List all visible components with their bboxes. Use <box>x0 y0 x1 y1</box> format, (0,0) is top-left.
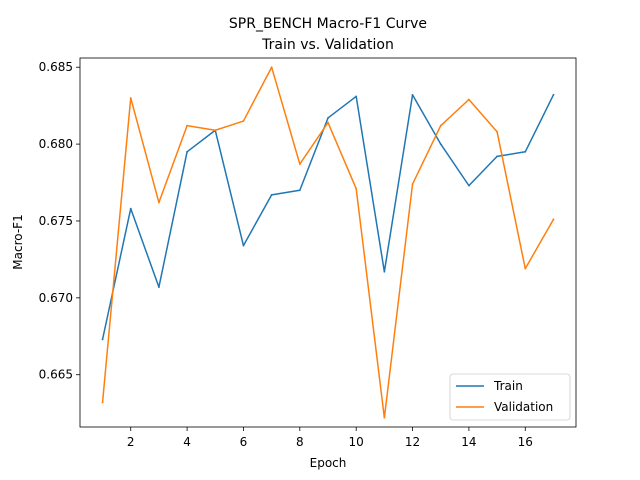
data-point-validation <box>439 124 442 127</box>
data-point-train <box>270 193 273 196</box>
x-axis-label: Epoch <box>310 456 347 470</box>
data-point-train <box>411 94 414 96</box>
x-tick-label: 16 <box>518 435 533 449</box>
data-point-validation <box>129 97 132 99</box>
data-point-validation <box>327 121 329 124</box>
y-tick-label: 0.670 <box>39 291 73 305</box>
data-point-train <box>496 155 498 158</box>
x-tick-label: 2 <box>127 435 135 449</box>
data-point-train <box>552 94 555 96</box>
data-point-train <box>298 189 301 192</box>
x-axis-ticks: 2 4 6 8 10 12 14 16 <box>127 427 533 449</box>
x-tick-label: 8 <box>296 435 304 449</box>
data-point-train <box>524 150 527 153</box>
data-point-validation <box>383 416 386 419</box>
data-point-train <box>468 184 470 187</box>
data-point-validation <box>355 187 358 190</box>
chart-title: SPR_BENCH Macro-F1 Curve <box>229 16 427 32</box>
data-point-validation <box>468 98 470 101</box>
data-point-train <box>101 338 104 341</box>
data-point-train <box>242 244 245 247</box>
y-tick-label: 0.665 <box>39 368 73 382</box>
data-point-validation <box>298 163 301 165</box>
legend-validation-label: Validation <box>494 400 553 414</box>
data-point-validation <box>270 66 273 69</box>
y-tick-label: 0.675 <box>39 214 73 228</box>
data-point-validation <box>101 401 104 404</box>
y-axis-label: Macro-F1 <box>11 214 25 269</box>
series-layer <box>101 66 555 419</box>
x-tick-label: 10 <box>349 435 364 449</box>
y-axis-ticks: 0.665 0.670 0.675 0.680 0.685 <box>39 60 80 382</box>
x-tick-label: 6 <box>240 435 248 449</box>
data-point-train <box>383 270 386 273</box>
data-point-train <box>158 286 160 288</box>
x-tick-label: 4 <box>183 435 191 449</box>
legend-train-label: Train <box>493 379 523 393</box>
data-point-train <box>327 117 329 119</box>
chart-subtitle: Train vs. Validation <box>261 37 394 53</box>
data-point-validation <box>214 129 217 132</box>
data-point-validation <box>158 201 160 204</box>
x-tick-label: 14 <box>461 435 476 449</box>
y-tick-label: 0.685 <box>39 60 73 74</box>
data-point-validation <box>496 130 498 133</box>
legend: Train Validation <box>449 373 571 421</box>
y-tick-label: 0.680 <box>39 137 73 151</box>
data-point-train <box>355 95 358 98</box>
plot-frame <box>79 57 577 428</box>
data-point-validation <box>186 124 188 127</box>
data-point-train <box>129 207 132 210</box>
x-tick-label: 12 <box>405 435 420 449</box>
data-point-train <box>439 143 442 146</box>
data-point-validation <box>411 183 414 185</box>
data-point-validation <box>524 267 527 270</box>
data-point-validation <box>552 218 555 221</box>
data-point-validation <box>242 120 245 122</box>
data-point-train <box>186 150 188 153</box>
